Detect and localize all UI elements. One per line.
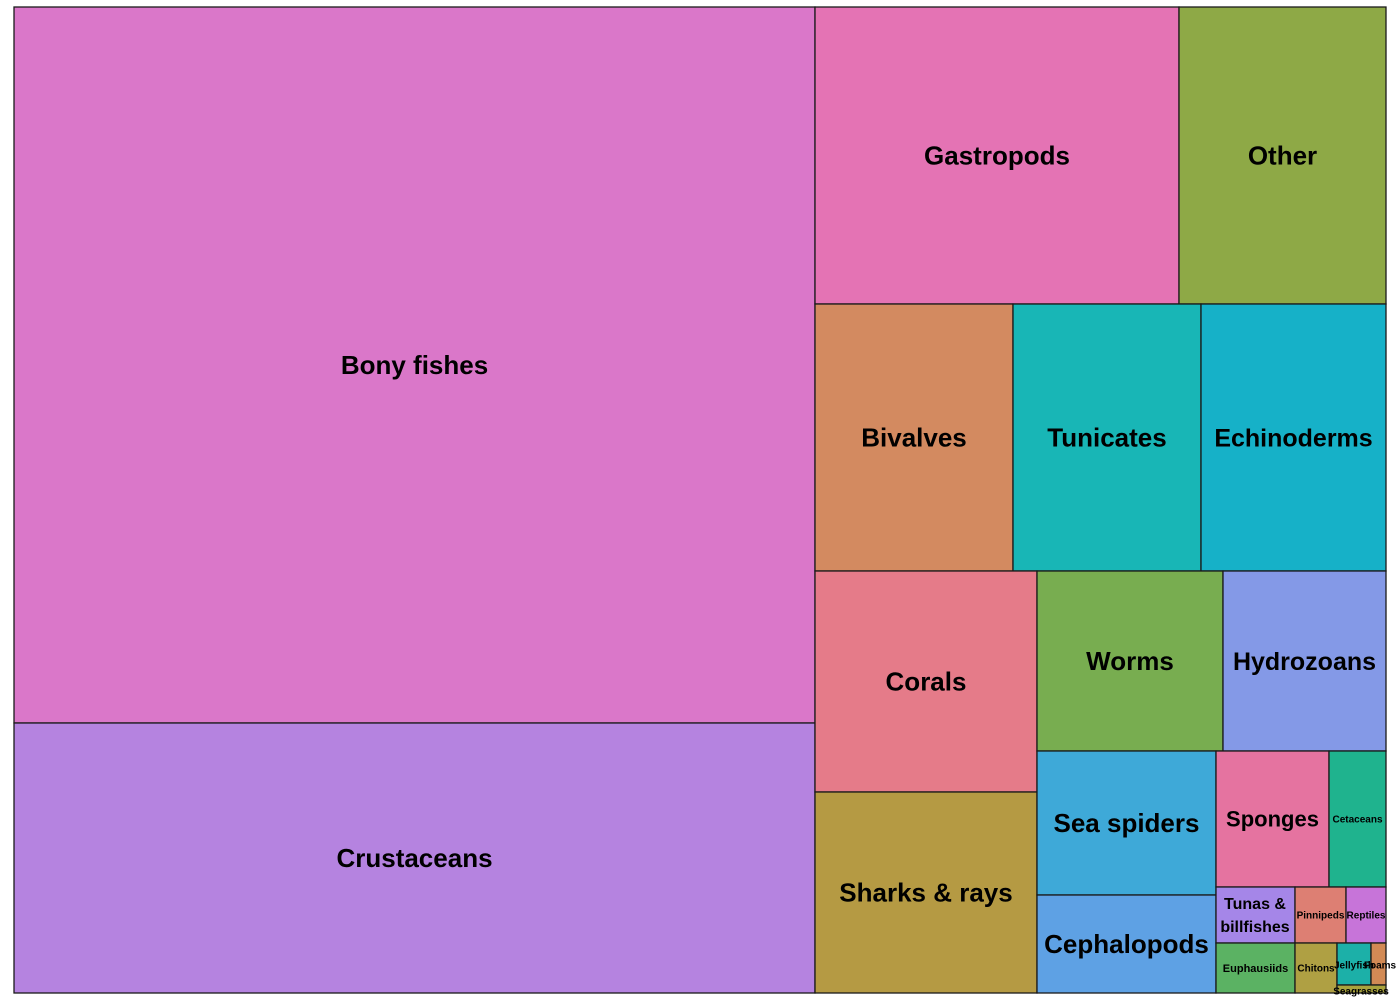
tile-label-bony-fishes: Bony fishes — [341, 350, 488, 380]
tile-seagrasses — [1336, 984, 1387, 994]
tile-cephalopods — [1036, 894, 1217, 994]
tile-crustaceans — [13, 722, 816, 994]
tile-corals — [814, 570, 1038, 793]
tile-label-hydrozoans: Hydrozoans — [1233, 648, 1376, 676]
tile-reptiles — [1345, 886, 1387, 944]
tile-label-sharks-rays: Sharks & rays — [839, 878, 1012, 908]
tile-label-reptiles: Reptiles — [1347, 911, 1386, 922]
tile-label-cetaceans: Cetaceans — [1332, 815, 1382, 826]
tile-pinnipeds — [1294, 886, 1347, 944]
tile-label-seagrasses: Seagrasses — [1333, 987, 1389, 998]
tile-label-bivalves: Bivalves — [861, 423, 967, 453]
tile-bivalves — [814, 303, 1014, 572]
tile-euphausiids — [1215, 942, 1296, 994]
tile-chitons — [1294, 942, 1338, 994]
tile-tunas-billfishes — [1215, 886, 1296, 944]
tile-other — [1178, 6, 1387, 305]
tile-tunicates — [1012, 303, 1202, 572]
tile-label-crustaceans: Crustaceans — [336, 843, 492, 873]
tile-hydrozoans — [1222, 570, 1387, 752]
tile-sea-spiders — [1036, 750, 1217, 896]
tile-label-cephalopods: Cephalopods — [1044, 929, 1209, 959]
tile-label-tunas-billfishes: Tunas & billfishes — [1220, 896, 1289, 936]
tile-label-pinnipeds: Pinnipeds — [1297, 911, 1345, 922]
tile-label-jellyfish: Jellyfish — [1334, 961, 1374, 972]
tile-label-worms: Worms — [1086, 646, 1174, 676]
tile-echinoderms — [1200, 303, 1387, 572]
tile-sharks-rays — [814, 791, 1038, 994]
tile-label-tunicates: Tunicates — [1047, 423, 1166, 453]
tile-label-other: Other — [1248, 141, 1317, 171]
tile-label-chitons: Chitons — [1297, 964, 1335, 975]
tile-label-sea-spiders: Sea spiders — [1054, 808, 1200, 838]
tile-bony-fishes — [13, 6, 816, 724]
tile-jellyfish — [1336, 942, 1372, 986]
tile-worms — [1036, 570, 1224, 752]
tile-label-sponges: Sponges — [1226, 807, 1319, 832]
tile-label-euphausiids: Euphausiids — [1223, 963, 1288, 975]
tile-gastropods — [814, 6, 1180, 305]
tile-label-echinoderms: Echinoderms — [1214, 424, 1372, 452]
tile-label-gastropods: Gastropods — [924, 141, 1070, 171]
tile-label-corals: Corals — [886, 667, 967, 697]
tile-sponges — [1215, 750, 1330, 888]
tile-label-foams: Foams — [1364, 961, 1397, 972]
